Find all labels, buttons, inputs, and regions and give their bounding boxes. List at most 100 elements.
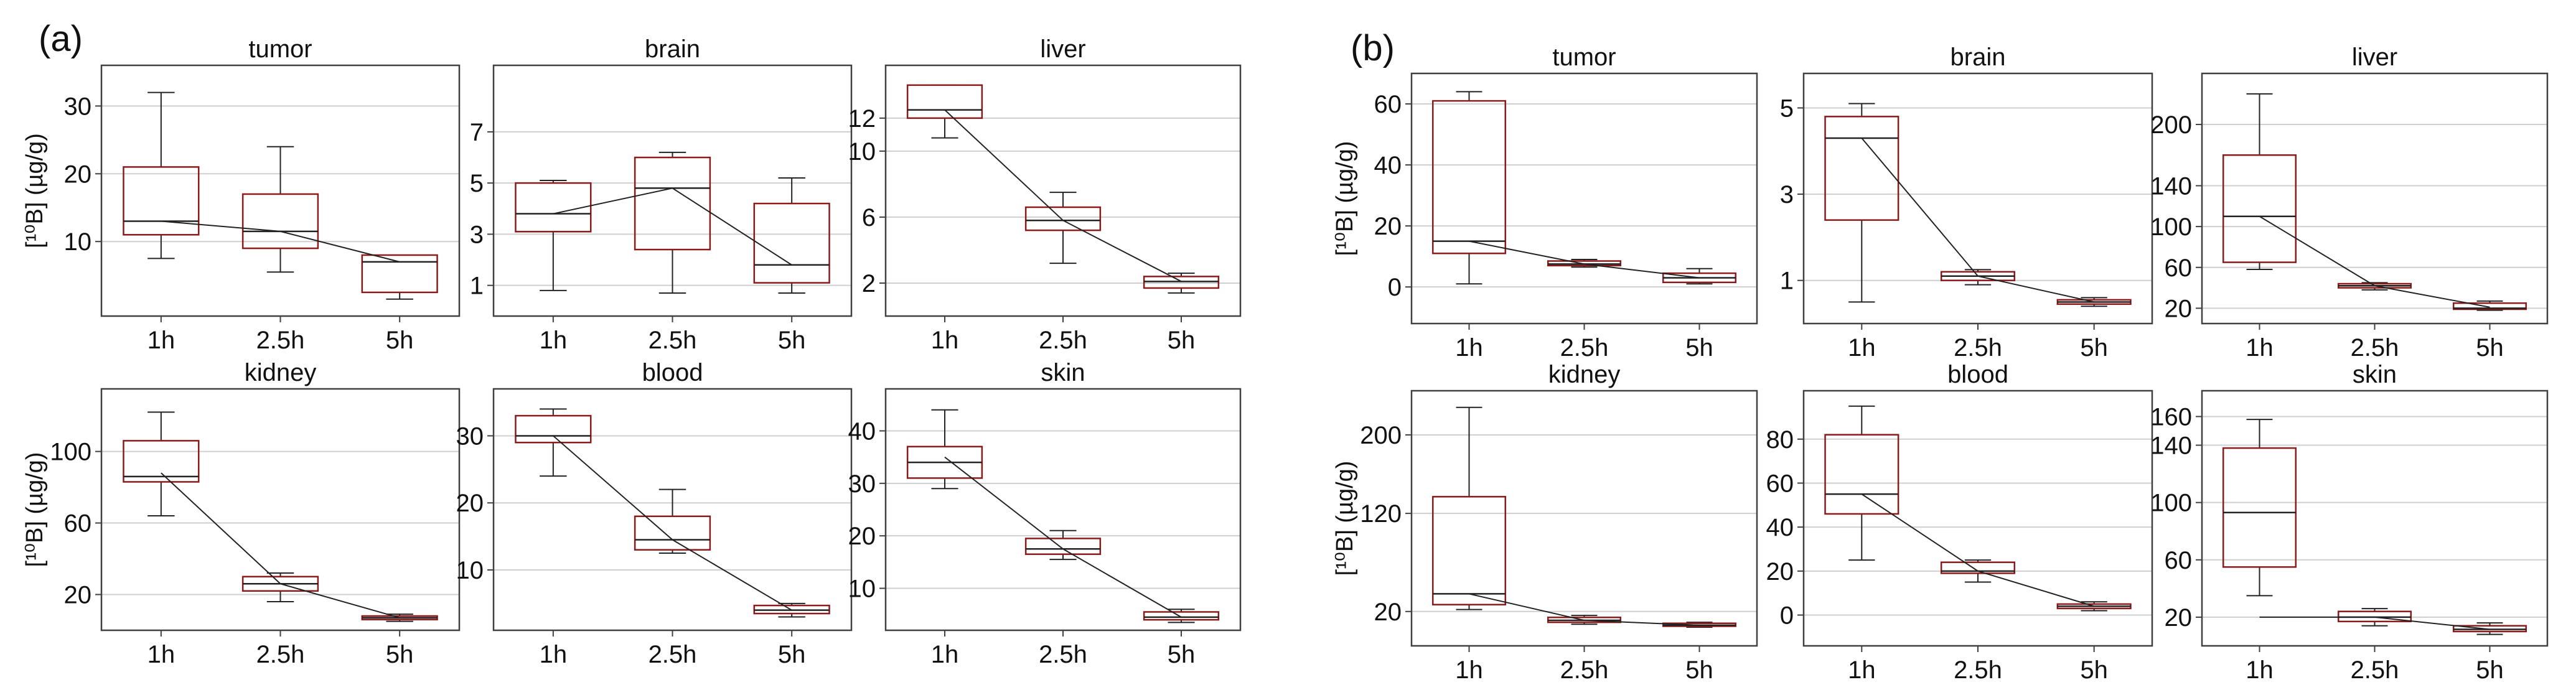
y-tick-label: 60 xyxy=(2165,547,2193,574)
y-tick-label: 10 xyxy=(848,138,876,166)
y-tick-label: 140 xyxy=(2150,432,2192,460)
y-tick-label: 1 xyxy=(470,273,484,300)
box-1h xyxy=(1824,103,1899,303)
box-iqr xyxy=(634,156,711,251)
box-iqr xyxy=(1024,206,1102,231)
box-iqr xyxy=(2452,302,2527,310)
box-iqr xyxy=(241,193,319,250)
y-tick-label: 10 xyxy=(848,576,876,603)
y-tick-label: 200 xyxy=(1360,422,1402,449)
chart-panel-a-kidney: 20 60 100 1h 2.5h 5h kidney [¹⁰B] (µg/g) xyxy=(22,359,461,668)
box-2.5h xyxy=(634,488,711,554)
box-1h xyxy=(515,180,592,291)
x-tick-label: 2.5h xyxy=(1039,641,1087,668)
y-tick-label: 5 xyxy=(470,170,484,197)
x-tick-label: 2.5h xyxy=(256,641,305,668)
x-tick-label: 2.5h xyxy=(256,327,305,354)
x-tick-label: 1h xyxy=(540,641,568,668)
y-tick-label: 20 xyxy=(1374,599,1402,626)
box-5h xyxy=(1662,268,1737,285)
y-tick-label: 40 xyxy=(848,417,876,445)
box-iqr xyxy=(515,414,592,444)
y-tick-label: 2 xyxy=(862,270,876,297)
y-tick-label: 100 xyxy=(2150,213,2192,241)
plot-frame xyxy=(884,64,1242,317)
chart-title: kidney xyxy=(1548,361,1621,388)
trend-line xyxy=(161,220,400,263)
y-tick-label: 60 xyxy=(1374,91,1402,118)
y-tick-label: 1 xyxy=(1780,268,1794,295)
y-tick-label: 20 xyxy=(848,523,876,550)
box-iqr xyxy=(1143,276,1220,289)
box-iqr xyxy=(634,515,711,551)
box-2.5h xyxy=(1024,529,1102,561)
x-tick-label: 2.5h xyxy=(2351,334,2399,361)
box-1h xyxy=(123,411,200,517)
y-tick-label: 30 xyxy=(848,470,876,498)
box-iqr xyxy=(1431,496,1507,606)
box-iqr xyxy=(123,166,200,236)
y-tick-label: 3 xyxy=(1780,181,1794,208)
box-iqr xyxy=(1824,116,1899,221)
x-tick-label: 2.5h xyxy=(649,327,697,354)
plot-frame xyxy=(1410,72,1758,325)
x-tick-label: 1h xyxy=(1848,334,1876,361)
box-1h xyxy=(2222,419,2297,597)
chart-title: skin xyxy=(1041,359,1085,386)
x-tick-label: 5h xyxy=(386,641,414,668)
x-tick-label: 2.5h xyxy=(1039,327,1087,354)
box-5h xyxy=(753,177,830,294)
plot-frame xyxy=(884,388,1242,632)
x-tick-label: 1h xyxy=(931,327,959,354)
box-iqr xyxy=(123,440,200,483)
box-1h xyxy=(515,408,592,477)
x-tick-label: 1h xyxy=(2246,334,2274,361)
chart-title: liver xyxy=(1040,35,1085,63)
chart-panel-b-blood: 0 20 40 60 80 1h 2.5h 5h blood xyxy=(1766,361,2153,684)
y-tick-label: 20 xyxy=(2165,604,2193,632)
chart-panel-b-brain: 1 3 5 1h 2.5h 5h brain xyxy=(1780,44,2153,361)
chart-title: blood xyxy=(1947,361,2008,388)
box-2.5h xyxy=(1024,192,1102,264)
chart-panel-a-brain: 1 3 5 7 1h 2.5h 5h brain xyxy=(470,35,853,354)
y-tick-label: 200 xyxy=(2150,111,2192,139)
box-1h xyxy=(1431,406,1507,610)
box-5h xyxy=(2452,622,2527,635)
plot-frame xyxy=(1410,389,1758,647)
plot-frame xyxy=(2201,389,2549,647)
x-tick-label: 5h xyxy=(778,641,806,668)
x-tick-label: 5h xyxy=(1168,641,1196,668)
y-tick-label: 140 xyxy=(2150,172,2192,200)
y-tick-label: 60 xyxy=(64,510,92,538)
x-tick-label: 1h xyxy=(148,641,176,668)
y-tick-label: 6 xyxy=(862,204,876,231)
x-tick-label: 5h xyxy=(2476,656,2504,684)
trend-line xyxy=(1469,593,1700,626)
chart-title: skin xyxy=(2353,361,2397,388)
chart-panel-a-tumor: 10 20 30 1h 2.5h 5h tumor [¹⁰B] (µg/g) xyxy=(22,35,461,354)
box-iqr xyxy=(2222,447,2297,568)
box-iqr xyxy=(1431,100,1507,254)
box-2.5h xyxy=(634,151,711,294)
y-tick-label: 7 xyxy=(470,119,484,146)
trend-line xyxy=(944,109,1182,282)
x-tick-label: 1h xyxy=(1455,656,1483,684)
y-tick-label: 12 xyxy=(848,105,876,133)
trend-line xyxy=(1469,240,1700,279)
y-tick-label: 30 xyxy=(64,93,92,120)
box-2.5h xyxy=(1940,559,2016,583)
box-iqr xyxy=(1940,561,2016,574)
x-tick-label: 1h xyxy=(1848,656,1876,684)
x-tick-label: 1h xyxy=(148,327,176,354)
x-tick-label: 5h xyxy=(2080,334,2108,361)
chart-title: tumor xyxy=(1552,44,1616,71)
x-tick-label: 1h xyxy=(540,327,568,354)
trend-line xyxy=(161,472,400,618)
x-tick-label: 5h xyxy=(1685,334,1713,361)
y-tick-label: 0 xyxy=(1780,602,1794,630)
y-tick-label: 5 xyxy=(1780,95,1794,122)
chart-panel-b-kidney: 20 120 200 1h 2.5h 5h kidney [¹⁰B] (µg/g) xyxy=(1332,361,1758,684)
x-tick-label: 1h xyxy=(2246,656,2274,684)
plot-frame xyxy=(1802,72,2153,325)
